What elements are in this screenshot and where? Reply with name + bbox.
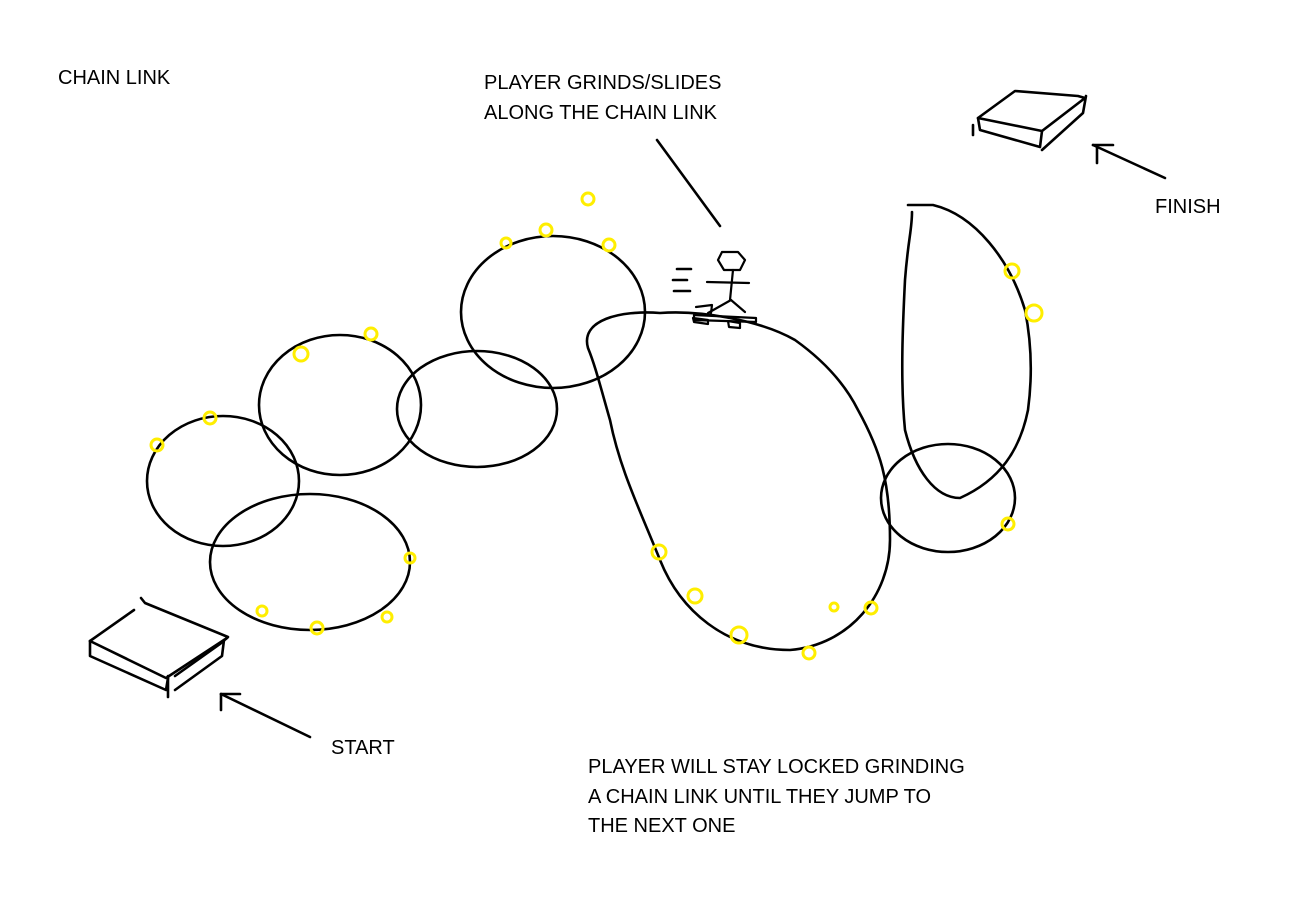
grind-note-line-1: PLAYER GRINDS/SLIDES (484, 72, 722, 94)
coin (202, 410, 218, 426)
chain-link (879, 442, 1017, 554)
chain-link (395, 349, 559, 469)
speed-lines (671, 267, 693, 293)
coin (309, 620, 325, 636)
coin (499, 236, 513, 250)
locked-note-line-2: A CHAIN LINK UNTIL THEY JUMP TO (588, 786, 932, 808)
coin (403, 551, 417, 565)
coin (863, 600, 879, 616)
finish-label: FINISH (1155, 196, 1221, 218)
coin (149, 437, 165, 453)
coin (538, 222, 554, 238)
chain-link (208, 492, 412, 632)
chain-link-large (585, 311, 892, 652)
chain-link (257, 333, 423, 477)
pointer-line (655, 138, 722, 228)
coin (255, 604, 269, 618)
coin (363, 326, 379, 342)
start-label: START (331, 737, 395, 759)
start-platform (88, 596, 230, 699)
start-arrow (219, 692, 312, 739)
chain-link (459, 234, 647, 390)
coins (149, 191, 1044, 661)
coin (580, 191, 596, 207)
finish-arrow (1091, 143, 1167, 180)
coin (601, 237, 617, 253)
chain-link (145, 414, 301, 548)
coin (801, 645, 817, 661)
coin (729, 625, 749, 645)
coin (1003, 262, 1021, 280)
coin (686, 587, 704, 605)
player-figure (691, 250, 758, 330)
locked-note-line-3: THE NEXT ONE (588, 815, 736, 837)
grind-note-line-2: ALONG THE CHAIN LINK (484, 102, 718, 124)
coin (380, 610, 394, 624)
diagram-title: CHAIN LINK (58, 67, 171, 89)
coin (1024, 303, 1044, 323)
coin (292, 345, 310, 363)
finish-platform (971, 89, 1088, 152)
coin (828, 601, 840, 613)
locked-note-line-1: PLAYER WILL STAY LOCKED GRINDING (588, 756, 965, 778)
chain-link-tall (900, 203, 1032, 500)
coin (1000, 516, 1016, 532)
coin (650, 543, 668, 561)
